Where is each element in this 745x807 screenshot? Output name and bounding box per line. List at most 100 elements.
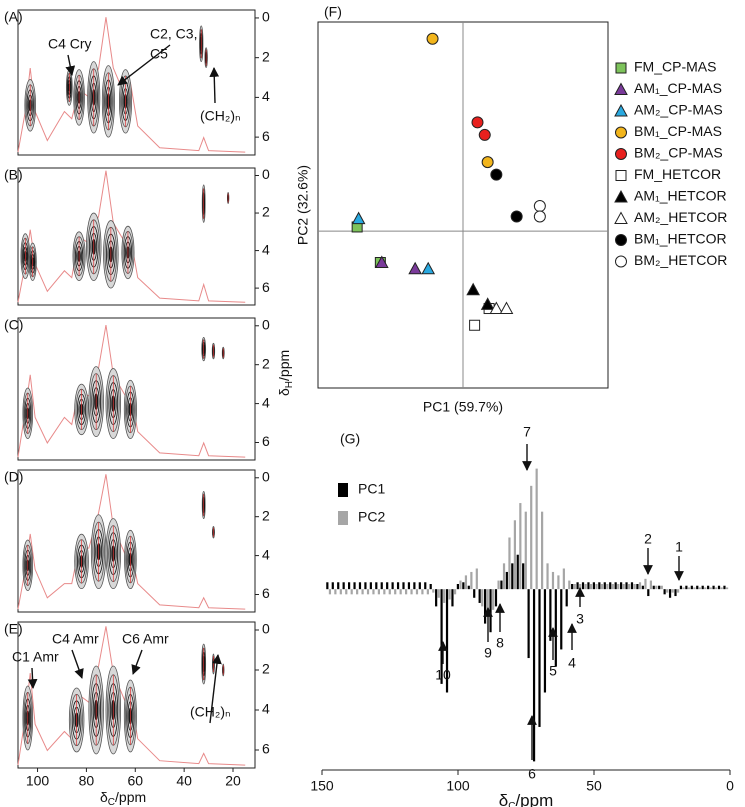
y-axis-label: δH/ppm	[276, 350, 295, 396]
loading-bar	[709, 587, 712, 590]
panel-frame	[17, 621, 256, 769]
arrow	[117, 44, 171, 86]
loading-bar	[611, 584, 614, 590]
loading-bar	[641, 585, 644, 590]
point	[490, 168, 503, 181]
panel-frame	[17, 9, 256, 156]
y-tick-label: 0	[262, 621, 270, 637]
annotation: 1	[675, 539, 683, 555]
panel-label: (C)	[4, 317, 23, 333]
loading-bar	[435, 589, 438, 607]
loading-bar	[581, 582, 585, 590]
loading-bar	[492, 589, 495, 610]
loading-bar	[402, 582, 405, 590]
point	[469, 319, 481, 331]
legend-label: FM_HETCOR	[634, 166, 721, 182]
loading-bar	[685, 585, 688, 590]
panel-label: (A)	[4, 9, 23, 25]
arrow	[131, 649, 143, 675]
loading-bar	[538, 589, 541, 727]
annotation: 10	[435, 667, 451, 683]
loading-bar	[543, 589, 547, 693]
panel-frame	[17, 167, 256, 306]
loading-bar	[527, 589, 530, 659]
y-tick-label: 6	[262, 585, 270, 601]
panel-label: (D)	[4, 469, 23, 485]
legend-label: PC1	[358, 481, 385, 497]
legend-swatch	[614, 211, 628, 224]
x-tick-label: 40	[176, 773, 192, 789]
loading-bar	[339, 589, 342, 595]
loading-bar	[394, 589, 397, 595]
y-tick-label: 6	[262, 128, 270, 144]
loading-bar	[696, 585, 699, 590]
loading-bar	[383, 589, 386, 595]
loading-bar	[573, 584, 576, 590]
loading-bar	[415, 589, 419, 595]
loading-bar	[413, 582, 416, 590]
loading-bar	[473, 589, 476, 598]
loading-bar	[546, 563, 549, 590]
loading-bar	[568, 580, 571, 590]
loading-bar	[630, 582, 634, 590]
loading-bar	[636, 584, 639, 590]
legend-swatch	[615, 170, 627, 181]
y-tick-label: 2	[262, 507, 270, 523]
legend-swatch	[615, 255, 627, 268]
y-tick-label: 4	[262, 394, 270, 410]
loading-bar	[571, 584, 574, 590]
loading-bar	[391, 582, 394, 590]
annotation: 3	[576, 611, 584, 627]
arrow	[71, 649, 84, 679]
y-tick-label: 2	[262, 661, 270, 677]
legend-label: BM₁_HETCOR	[634, 231, 727, 247]
y-tick-label: 0	[262, 468, 270, 484]
loading-bar	[717, 585, 721, 590]
y-axis-label: PC2 (32.6%)	[295, 165, 311, 245]
loading-bar	[497, 580, 500, 590]
x-tick-label: 60	[127, 773, 143, 789]
loading-bar	[644, 578, 647, 590]
y-tick-label: 2	[262, 355, 270, 371]
loading-bar	[388, 589, 391, 595]
loading-bar	[475, 568, 478, 590]
loading-bar	[687, 587, 691, 590]
legend-swatch	[614, 103, 628, 117]
annotation: C5	[150, 46, 168, 62]
loading-bar	[704, 587, 707, 590]
loading-bar	[617, 584, 620, 590]
legend-label: PC2	[358, 509, 385, 525]
loading-bar	[701, 585, 704, 590]
y-tick-label: 0	[262, 9, 270, 25]
annotation: (CH₂)ₙ	[200, 108, 241, 124]
y-tick-label: 2	[262, 48, 270, 64]
panel-frame	[17, 469, 256, 613]
loading-bar	[663, 589, 666, 595]
x-tick-label: 20	[225, 773, 241, 789]
loading-bar	[628, 584, 631, 590]
loading-bar	[470, 571, 473, 590]
y-tick-label: 0	[262, 166, 270, 182]
point	[408, 261, 422, 275]
panel-label: (G)	[340, 431, 360, 447]
loading-bar	[424, 582, 427, 590]
x-tick-label: 0	[726, 778, 734, 794]
projection-spectrum	[17, 17, 246, 153]
loading-bar	[478, 589, 481, 603]
loading-bar	[437, 589, 440, 598]
loading-bar	[674, 589, 677, 597]
loading-bar	[638, 582, 642, 590]
arrow	[27, 667, 38, 689]
loading-bar	[522, 563, 525, 590]
loading-bar	[508, 537, 511, 590]
annotation: C2, C3,	[150, 26, 197, 42]
loading-bar	[366, 589, 370, 595]
loading-bar	[345, 589, 348, 595]
loading-bar	[502, 563, 506, 590]
x-tick-label: 100	[446, 778, 470, 794]
loading-bar	[532, 589, 536, 762]
point	[499, 301, 514, 315]
loading-bar	[361, 589, 364, 595]
loading-bar	[448, 589, 451, 600]
annotation: C4 Cry	[48, 36, 92, 52]
